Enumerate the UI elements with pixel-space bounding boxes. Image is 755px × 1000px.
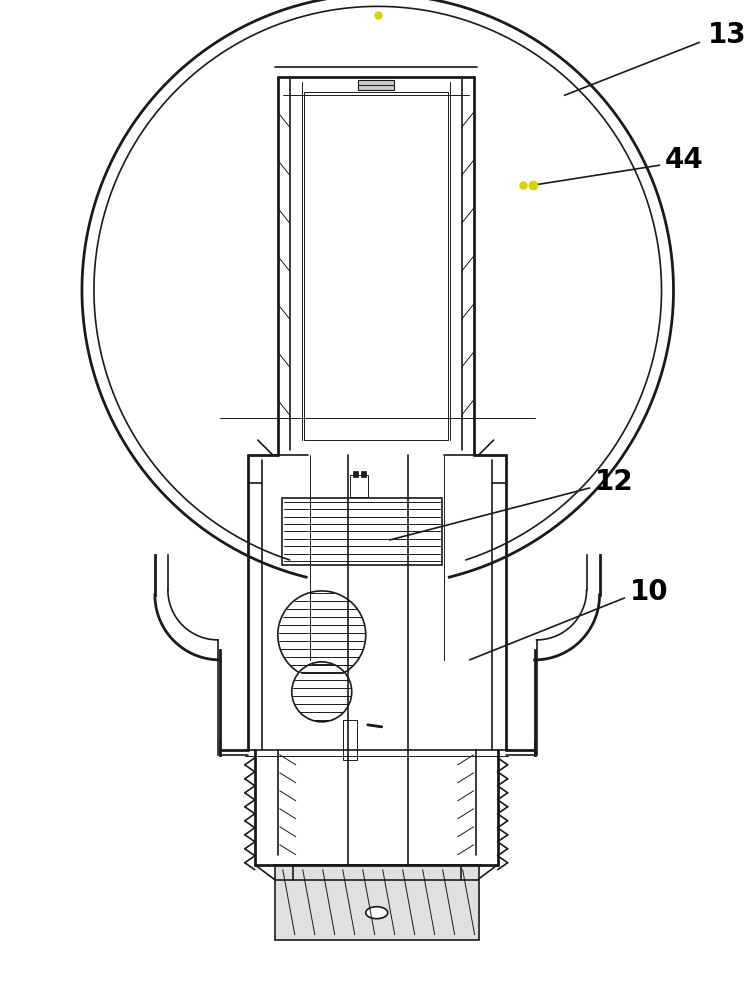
Bar	[282, 498, 442, 565]
Bar	[361, 471, 365, 477]
Text: 10: 10	[630, 578, 668, 606]
Circle shape	[278, 591, 365, 679]
Bar	[304, 92, 448, 440]
Text: 12: 12	[595, 468, 633, 496]
Bar	[350, 475, 368, 497]
Bar	[343, 720, 357, 760]
Circle shape	[291, 662, 352, 722]
Text: 44: 44	[664, 146, 703, 174]
Bar	[353, 471, 358, 477]
Text: 13: 13	[707, 21, 746, 49]
Bar	[275, 865, 479, 940]
Ellipse shape	[365, 907, 388, 919]
Bar	[358, 80, 393, 90]
